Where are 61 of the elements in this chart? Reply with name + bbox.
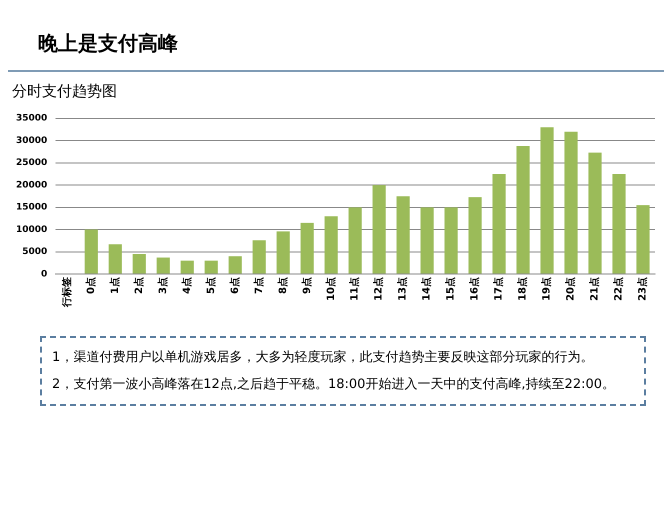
y-tick-label: 0 — [41, 269, 48, 280]
x-tick-label: 行标签 — [60, 277, 73, 308]
y-tick-label: 10000 — [16, 224, 48, 235]
x-tick-label: 11点 — [348, 277, 361, 301]
x-tick-label: 9点 — [300, 277, 313, 294]
bar — [612, 174, 626, 274]
bar — [156, 258, 170, 274]
x-tick-label: 15点 — [444, 277, 457, 301]
x-tick-label: 20点 — [564, 277, 577, 301]
bar — [468, 197, 482, 274]
y-tick-label: 20000 — [16, 180, 48, 190]
bar — [636, 205, 650, 274]
x-tick-label: 21点 — [588, 277, 601, 301]
bar — [300, 222, 314, 274]
bar — [492, 174, 506, 274]
x-tick-label: 7点 — [252, 277, 265, 294]
bar — [204, 260, 218, 274]
bar — [420, 207, 434, 274]
bar — [132, 254, 146, 274]
x-tick-label: 3点 — [156, 277, 169, 294]
y-tick-label: 30000 — [16, 136, 48, 146]
chart-title: 晚上是支付高峰 — [37, 30, 179, 57]
x-tick-label: 12点 — [372, 277, 385, 301]
bar — [516, 146, 530, 274]
y-tick-label: 15000 — [16, 202, 48, 213]
bar — [348, 207, 362, 274]
bar — [588, 152, 602, 274]
bar — [372, 185, 386, 274]
bar — [84, 230, 98, 274]
x-tick-label: 2点 — [132, 277, 145, 294]
bar — [180, 260, 194, 274]
x-tick-label: 14点 — [420, 277, 433, 301]
y-tick-label: 5000 — [22, 247, 48, 258]
x-tick-label: 19点 — [540, 277, 553, 301]
x-tick-label: 4点 — [180, 277, 193, 294]
y-tick-label: 25000 — [16, 158, 48, 168]
x-tick-label: 22点 — [612, 277, 625, 301]
x-tick-label: 18点 — [516, 277, 529, 301]
x-tick-label: 10点 — [324, 277, 337, 301]
x-tick-label: 8点 — [276, 277, 289, 294]
bar — [228, 256, 242, 274]
bar — [252, 240, 266, 274]
x-tick-label: 17点 — [492, 277, 505, 301]
text: 1，渠道付费用户以单机游戏居多，大多为轻度玩家，此支付趋势主要反映这部分玩家的行为。 — [52, 349, 594, 367]
bar — [324, 216, 338, 274]
x-tick-label: 23点 — [636, 277, 649, 301]
x-tick-label: 6点 — [228, 277, 241, 294]
x-tick-label: 1点 — [108, 277, 121, 294]
x-tick-label: 16点 — [468, 277, 481, 301]
bar — [564, 132, 578, 274]
bar — [540, 127, 554, 274]
y-tick-label: 35000 — [16, 114, 48, 124]
x-tick-label: 13点 — [396, 277, 409, 301]
bar — [396, 196, 410, 274]
x-tick-label: 5点 — [204, 277, 217, 294]
bar — [444, 207, 458, 274]
bar — [276, 231, 290, 274]
x-tick-label: 0点 — [84, 277, 97, 294]
chart-subtitle: 分时支付趋势图 — [11, 81, 118, 102]
bar — [108, 244, 122, 274]
text: 2，支付第一波小高峰落在12点,之后趋于平稳。18:00开始进入一天中的支付高峰,持续至22:00。 — [52, 376, 616, 394]
